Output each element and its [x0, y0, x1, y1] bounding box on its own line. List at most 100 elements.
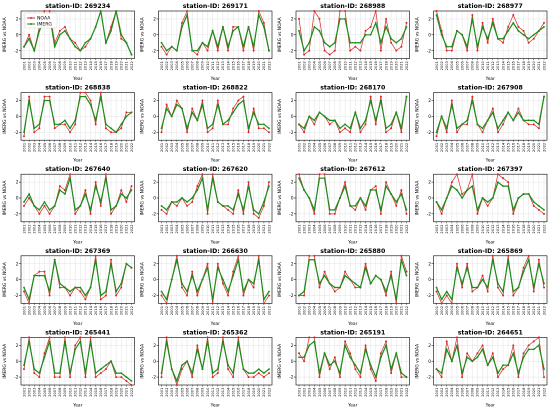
series-line-noaa: [161, 337, 270, 387]
data-point-imerg: [303, 49, 306, 52]
data-point-noaa: [48, 10, 51, 12]
x-axis-label: Year: [347, 239, 357, 245]
x-tick-label: 2004: [38, 60, 42, 70]
data-point-imerg: [339, 286, 341, 289]
y-axis-label: IMERG vs NOAA: [2, 262, 8, 297]
x-tick-label: 2006: [185, 224, 189, 234]
x-tick-label: 2004: [450, 387, 454, 397]
data-point-imerg: [537, 262, 540, 265]
x-tick-label: 2005: [455, 306, 459, 315]
y-axis-label: IMERG vs NOAA: [415, 262, 421, 297]
data-point-noaa: [84, 298, 87, 301]
x-tick-label: 2022: [130, 388, 134, 397]
data-point-imerg: [435, 201, 438, 203]
y-axis-label: IMERG vs NOAA: [2, 181, 8, 216]
data-point-imerg: [445, 290, 448, 293]
data-point-noaa: [84, 376, 87, 379]
data-point-noaa: [110, 212, 113, 215]
x-tick-label: 2013: [221, 306, 225, 315]
data-point-imerg: [247, 185, 250, 188]
data-point-imerg: [471, 286, 474, 289]
x-tick-label: 2014: [89, 142, 93, 152]
x-tick-label: 2021: [125, 306, 129, 315]
data-point-imerg: [390, 37, 393, 40]
y-tick-label: 0: [291, 114, 294, 120]
x-tick-label: 2019: [389, 305, 393, 315]
data-point-imerg: [181, 197, 183, 199]
data-point-imerg: [252, 372, 255, 374]
x-tick-label: 2015: [231, 388, 235, 397]
data-point-noaa: [318, 376, 321, 379]
x-tick-label: 2009: [476, 224, 480, 234]
x-tick-label: 2017: [379, 306, 383, 315]
data-point-noaa: [53, 376, 56, 379]
x-tick-label: 2008: [471, 305, 475, 315]
data-point-noaa: [262, 127, 265, 130]
x-tick-label: 2012: [216, 224, 220, 233]
data-point-noaa: [522, 266, 525, 269]
x-tick-label: 2002: [27, 306, 31, 315]
data-point-noaa: [328, 368, 331, 371]
data-point-noaa: [186, 294, 189, 297]
y-axis-label: IMERG vs NOAA: [2, 99, 8, 134]
data-point-noaa: [252, 49, 255, 52]
x-tick-label: 2022: [130, 143, 134, 152]
data-point-noaa: [390, 127, 393, 130]
subplot-title: station-ID: 267620: [183, 166, 249, 173]
data-point-noaa: [466, 49, 469, 52]
subplot-title: station-ID: 265441: [45, 329, 110, 336]
x-tick-label: 2001: [22, 388, 26, 397]
x-tick-label: 2007: [53, 143, 57, 152]
data-point-imerg: [354, 41, 357, 44]
data-point-imerg: [125, 115, 128, 118]
data-point-imerg: [339, 127, 341, 130]
data-point-noaa: [74, 212, 77, 215]
data-point-imerg: [201, 41, 204, 44]
data-point-imerg: [33, 274, 36, 277]
data-point-noaa: [160, 376, 163, 379]
x-tick-label: 2008: [333, 142, 337, 152]
data-point-imerg: [99, 95, 102, 98]
x-tick-label: 2011: [486, 306, 490, 315]
data-point-imerg: [105, 364, 107, 367]
data-point-noaa: [216, 262, 219, 265]
data-point-imerg: [48, 99, 51, 102]
data-point-imerg: [476, 209, 479, 211]
data-point-noaa: [532, 123, 535, 126]
x-tick-label: 2002: [165, 61, 169, 70]
x-tick-label: 2021: [125, 61, 129, 70]
data-point-noaa: [496, 376, 499, 379]
x-tick-label: 2007: [328, 388, 332, 397]
x-tick-label: 2020: [395, 387, 399, 397]
data-point-imerg: [405, 25, 408, 28]
data-point-noaa: [99, 372, 102, 375]
data-point-imerg: [476, 356, 479, 359]
x-tick-label: 2019: [527, 305, 531, 315]
data-point-imerg: [99, 10, 102, 12]
data-point-imerg: [374, 22, 377, 24]
x-tick-label: 2015: [506, 306, 510, 315]
x-tick-label: 2008: [196, 224, 200, 234]
x-tick-label: 2017: [242, 306, 246, 315]
data-point-imerg: [237, 258, 240, 261]
data-point-noaa: [247, 376, 250, 379]
x-tick-label: 2002: [440, 61, 444, 70]
x-tick-label: 2011: [211, 224, 215, 233]
x-tick-label: 2008: [58, 142, 62, 152]
x-tick-label: 2001: [22, 306, 26, 315]
data-point-noaa: [502, 368, 505, 371]
data-point-noaa: [268, 131, 270, 134]
x-tick-label: 2009: [476, 142, 480, 152]
data-point-noaa: [450, 99, 453, 102]
subplot-title: station-ID: 268988: [320, 3, 385, 10]
data-point-imerg: [344, 123, 346, 126]
x-tick-label: 2019: [252, 224, 256, 234]
data-point-imerg: [242, 45, 245, 48]
x-tick-label: 2011: [486, 143, 490, 152]
data-point-noaa: [303, 360, 306, 363]
x-tick-label: 2011: [211, 306, 215, 315]
data-point-imerg: [175, 201, 178, 203]
x-axis-label: Year: [347, 158, 357, 164]
data-point-imerg: [491, 22, 494, 24]
x-tick-label: 2009: [63, 60, 67, 70]
